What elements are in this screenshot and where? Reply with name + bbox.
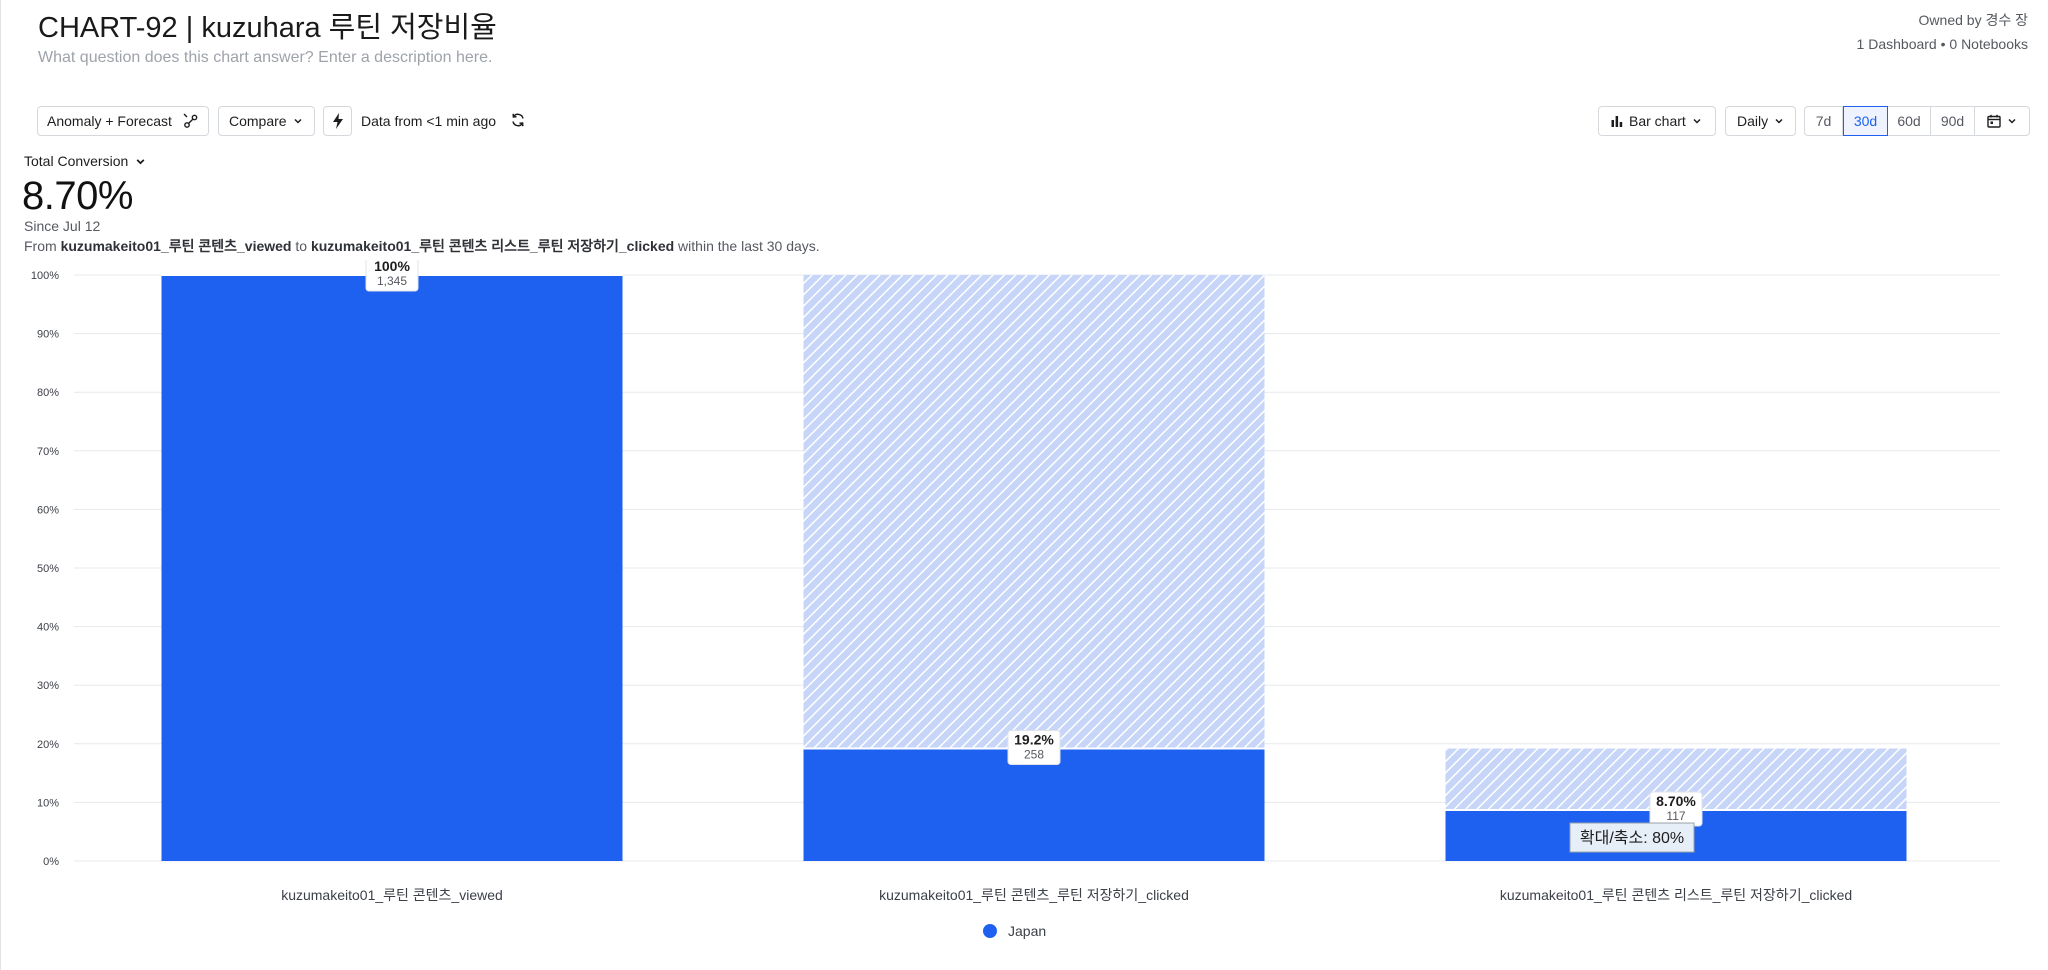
calendar-button[interactable] [1975, 107, 2029, 135]
y-tick-label: 60% [37, 504, 59, 516]
anomaly-forecast-label: Anomaly + Forecast [47, 113, 172, 129]
to-word: to [291, 238, 311, 254]
anomaly-forecast-button[interactable]: Anomaly + Forecast [37, 106, 209, 136]
left-border [0, 0, 1, 970]
x-category-label: kuzumakeito01_루틴 콘텐츠_루틴 저장하기_clicked [879, 887, 1189, 903]
y-tick-label: 0% [43, 856, 59, 868]
usage-label[interactable]: 1 Dashboard • 0 Notebooks [1856, 36, 2028, 52]
forecast-icon [183, 113, 198, 128]
y-tick-label: 20% [37, 739, 59, 751]
refresh-icon[interactable] [510, 112, 526, 128]
from-event: kuzumakeito01_루틴 콘텐츠_viewed [60, 238, 292, 254]
metric-selector[interactable]: Total Conversion [24, 153, 146, 169]
legend-label: Japan [1008, 923, 1046, 939]
owner-label[interactable]: Owned by 경수 장 [1918, 12, 2028, 28]
y-tick-label: 30% [37, 680, 59, 692]
interval-dropdown[interactable]: Daily [1725, 106, 1796, 136]
range-60d-button[interactable]: 60d [1888, 107, 1931, 135]
suffix-text: within the last 30 days. [674, 238, 820, 254]
count-label: 117 [1666, 809, 1685, 823]
chart-type-dropdown[interactable]: Bar chart [1598, 106, 1716, 136]
metric-label: Total Conversion [24, 153, 129, 169]
value-label: 8.70% [1656, 793, 1696, 809]
conversion-bar [161, 275, 623, 861]
chevron-down-icon [2008, 118, 2016, 124]
metric-since: Since Jul 12 [24, 218, 101, 234]
compare-dropdown[interactable]: Compare [218, 106, 315, 136]
zoom-tooltip-text: 확대/축소: 80% [1580, 829, 1684, 847]
metric-value: 8.70% [22, 174, 133, 218]
zoom-tooltip-box [1569, 822, 1695, 853]
y-tick-label: 70% [37, 446, 59, 458]
lightning-button[interactable] [323, 106, 352, 136]
value-label-box [1007, 729, 1061, 765]
value-label: 100% [374, 260, 410, 274]
from-prefix: From [24, 238, 61, 254]
description-input[interactable]: What question does this chart answer? En… [38, 49, 493, 66]
date-range-selector: 7d 30d 60d 90d [1804, 106, 2030, 136]
value-label: 19.2% [1014, 731, 1054, 747]
chevron-down-icon [1693, 118, 1701, 124]
value-label-box [365, 260, 419, 292]
calendar-icon [1987, 114, 2001, 128]
compare-label: Compare [229, 113, 287, 129]
conversion-bar [803, 748, 1265, 861]
chevron-down-icon [136, 158, 145, 164]
y-tick-label: 50% [37, 563, 59, 575]
range-90d-button[interactable]: 90d [1931, 107, 1975, 135]
bar-chart-icon [1611, 116, 1623, 127]
funnel-chart: 0%10%20%30%40%50%60%70%80%90%100% 100%1,… [31, 260, 2000, 939]
chart-type-label: Bar chart [1629, 113, 1686, 129]
interval-label: Daily [1737, 113, 1769, 129]
x-category-label: kuzumakeito01_루틴 콘텐츠_viewed [281, 887, 503, 903]
to-event: kuzumakeito01_루틴 콘텐츠 리스트_루틴 저장하기_clicked [310, 238, 675, 254]
y-tick-label: 80% [37, 387, 59, 399]
page-title[interactable]: CHART-92 | kuzuhara 루틴 저장비율 [38, 12, 497, 44]
y-tick-label: 90% [37, 329, 59, 341]
data-freshness: Data from <1 min ago [361, 113, 497, 129]
range-30d-button[interactable]: 30d [1843, 106, 1888, 136]
y-tick-label: 10% [37, 797, 59, 809]
legend-marker [983, 924, 997, 938]
lightning-icon [332, 113, 343, 129]
y-tick-label: 40% [37, 622, 59, 634]
count-label: 258 [1024, 747, 1044, 761]
x-category-label: kuzumakeito01_루틴 콘텐츠 리스트_루틴 저장하기_clicked [1500, 887, 1852, 903]
dropoff-bar [803, 275, 1265, 749]
zoom-tooltip: 확대/축소: 80% [1569, 822, 1695, 853]
metric-description: From kuzumakeito01_루틴 콘텐츠_viewed to kuzu… [24, 236, 820, 256]
chevron-down-icon [294, 118, 302, 124]
chevron-down-icon [1775, 118, 1783, 124]
y-tick-label: 100% [31, 270, 59, 282]
range-7d-button[interactable]: 7d [1805, 107, 1843, 135]
count-label: 1,345 [377, 274, 407, 288]
owner-info: Owned by 경수 장 1 Dashboard • 0 Notebooks [1857, 8, 2028, 56]
